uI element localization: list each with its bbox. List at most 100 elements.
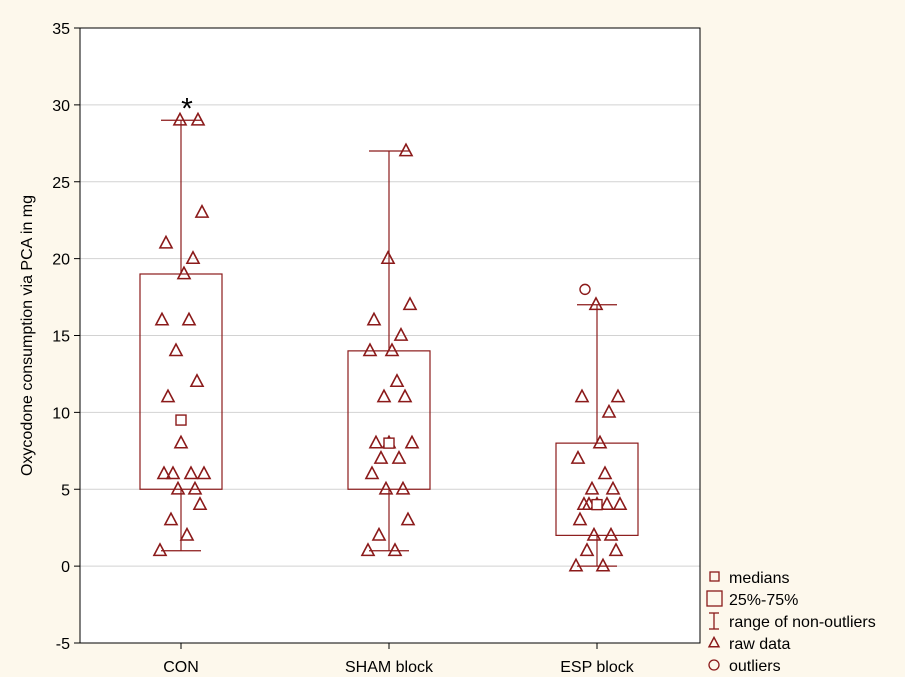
raw-data-point	[586, 526, 602, 541]
y-tick-label: 20	[52, 252, 70, 269]
raw-data-point	[605, 480, 621, 495]
raw-data-point	[378, 480, 394, 495]
raw-data-point	[172, 111, 188, 126]
box-group: *	[139, 92, 223, 557]
x-category-label: ESP block	[560, 659, 635, 676]
y-tick-label: 25	[52, 175, 70, 192]
raw-data-point	[384, 342, 400, 357]
raw-data-point	[599, 496, 615, 511]
raw-data-point	[595, 557, 611, 572]
raw-data-point	[570, 449, 586, 464]
raw-data-point	[395, 480, 411, 495]
raw-data-point	[187, 480, 203, 495]
median-marker	[591, 498, 603, 511]
raw-data-point	[156, 465, 172, 480]
legend-label: 25%-75%	[729, 592, 798, 609]
legend-label: medians	[729, 570, 789, 587]
median-marker	[175, 414, 187, 426]
raw-data-point	[393, 326, 409, 341]
raw-data-point	[391, 449, 407, 464]
raw-data-point	[612, 496, 628, 511]
y-tick-label: 0	[61, 559, 70, 576]
raw-data-point	[192, 496, 208, 511]
raw-data-point	[601, 403, 617, 418]
raw-data-point	[568, 557, 584, 572]
raw-data-point	[185, 250, 201, 265]
x-category-label: SHAM block	[345, 659, 434, 676]
raw-data-point	[163, 511, 179, 526]
raw-data-point	[165, 465, 181, 480]
x-axis-categories: CON SHAM block ESP block	[163, 643, 635, 676]
raw-data-point	[366, 311, 382, 326]
x-category-label: CON	[163, 659, 199, 676]
raw-data-point	[579, 542, 595, 557]
raw-data-point	[371, 526, 387, 541]
significance-marker: *	[181, 92, 193, 125]
raw-data-point	[603, 526, 619, 541]
legend-item: 25%-75%	[706, 590, 798, 609]
raw-data-point	[398, 142, 414, 157]
legend-triangle-symbol	[707, 635, 721, 648]
raw-data-point	[592, 434, 608, 449]
raw-data-point	[360, 542, 376, 557]
legend-box-symbol	[706, 590, 723, 607]
y-axis-label: Oxycodone consumption via PCA in mg	[19, 195, 36, 476]
outlier-point	[579, 283, 591, 296]
raw-data-point	[152, 542, 168, 557]
raw-data-point	[584, 480, 600, 495]
y-tick-label: 35	[52, 21, 70, 38]
raw-data-point	[196, 465, 212, 480]
plot-frame	[79, 27, 701, 644]
raw-data-point	[170, 480, 186, 495]
raw-data-point	[194, 203, 210, 218]
raw-data-point	[389, 373, 405, 388]
legend-item: raw data	[707, 635, 790, 653]
legend-item: medians	[709, 570, 789, 587]
median-marker	[383, 437, 395, 449]
raw-data-point	[610, 388, 626, 403]
raw-data-point	[387, 542, 403, 557]
legend-label: raw data	[729, 636, 790, 653]
raw-data-point	[362, 342, 378, 357]
raw-data-point	[160, 388, 176, 403]
raw-data-point	[158, 234, 174, 249]
raw-data-point	[402, 296, 418, 311]
raw-data-point	[400, 511, 416, 526]
raw-data-point	[183, 465, 199, 480]
y-axis-ticks: -5 0 5 10 15 20 25 30 35	[52, 21, 80, 653]
legend-label: outliers	[729, 658, 781, 675]
raw-data-point	[173, 434, 189, 449]
box-group	[555, 283, 639, 572]
box-series: *	[139, 92, 639, 572]
raw-data-point	[168, 342, 184, 357]
legend-median-symbol	[709, 571, 720, 582]
raw-data-point	[189, 373, 205, 388]
raw-data-point	[364, 465, 380, 480]
raw-data-point	[404, 434, 420, 449]
raw-data-point	[368, 434, 384, 449]
raw-data-point	[608, 542, 624, 557]
raw-data-point	[597, 465, 613, 480]
raw-data-point	[176, 265, 192, 280]
y-tick-label: 5	[61, 482, 70, 499]
raw-data-point	[574, 388, 590, 403]
raw-data-point	[397, 388, 413, 403]
raw-data-point	[572, 511, 588, 526]
raw-data-point	[373, 449, 389, 464]
box-group	[347, 142, 431, 557]
raw-data-point	[190, 111, 206, 126]
raw-data-point	[576, 496, 592, 511]
raw-data-point	[154, 311, 170, 326]
legend-item: outliers	[708, 658, 781, 675]
legend-circle-symbol	[708, 659, 720, 671]
raw-data-point	[181, 311, 197, 326]
y-tick-label: 30	[52, 98, 70, 115]
y-tick-label: -5	[56, 636, 70, 653]
raw-data-point	[179, 526, 195, 541]
legend-item: range of non-outliers	[709, 612, 876, 631]
legend: medians 25%-75% range of non-outliers raw d…	[706, 570, 876, 675]
raw-data-point	[588, 296, 604, 311]
legend-label: range of non-outliers	[729, 614, 876, 631]
y-tick-label: 15	[52, 329, 70, 346]
